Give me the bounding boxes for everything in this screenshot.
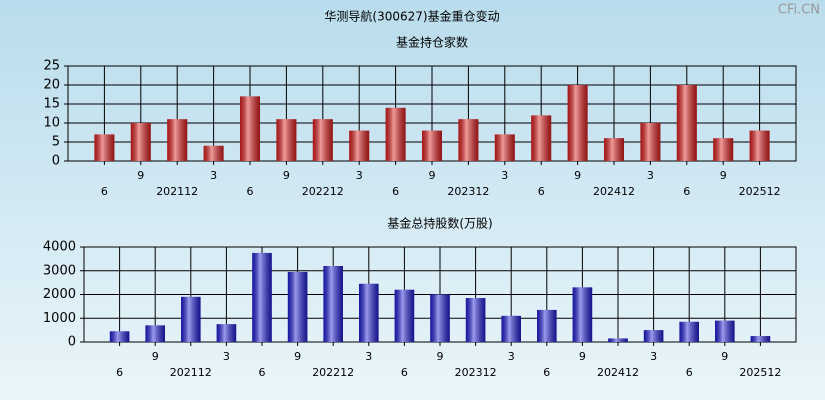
bar-shade (676, 85, 697, 161)
y-tick-label: 0 (52, 154, 60, 169)
bar-shade (203, 145, 224, 161)
x-tick-label: 9 (579, 350, 586, 363)
bar-shade (749, 130, 770, 161)
y-tick-label: 5 (52, 135, 60, 150)
bar-shade (465, 298, 486, 342)
bar-shade (501, 315, 521, 342)
x-tick-label: 9 (721, 350, 728, 363)
x-tick-label: 202512 (739, 366, 781, 379)
x-tick-label: 9 (720, 169, 727, 182)
bar-shade (359, 283, 379, 342)
bar-shade (567, 85, 588, 161)
y-tick-label: 20 (43, 78, 60, 93)
y-tick-label: 0 (68, 335, 76, 350)
x-tick-label: 202112 (156, 185, 198, 198)
bar-shade (276, 119, 297, 161)
bar-shade (130, 123, 151, 161)
x-tick-label: 6 (247, 185, 254, 198)
bar-shade (216, 324, 237, 342)
x-tick-label: 202412 (597, 366, 639, 379)
bar-shade (494, 134, 515, 161)
x-tick-label: 6 (101, 185, 108, 198)
x-tick-label: 202212 (302, 185, 344, 198)
bar-shade (167, 119, 188, 161)
bar-shade (531, 115, 552, 161)
bar-shade (239, 96, 261, 161)
x-tick-label: 6 (401, 366, 408, 379)
watermark: CFi.CN (778, 3, 820, 18)
bar-shade (537, 309, 557, 342)
bar-shade (608, 338, 628, 342)
bar-shade (430, 294, 450, 342)
y-tick-label: 4000 (43, 240, 76, 255)
x-tick-label: 9 (429, 169, 436, 182)
y-tick-label: 1000 (43, 311, 76, 326)
bar-shade (312, 119, 333, 161)
bar-shade (323, 266, 343, 342)
y-tick-label: 10 (43, 116, 60, 131)
x-tick-label: 6 (683, 185, 690, 198)
bar-shade (109, 331, 130, 342)
y-tick-label: 2000 (43, 287, 76, 302)
bar-shade (603, 138, 625, 161)
x-tick-label: 3 (365, 350, 372, 363)
x-tick-label: 9 (283, 169, 290, 182)
x-tick-label: 9 (294, 350, 301, 363)
chart-title: 基金总持股数(万股) (387, 216, 492, 231)
x-tick-label: 202112 (170, 366, 212, 379)
x-tick-label: 6 (543, 366, 550, 379)
bar-shade (349, 130, 370, 161)
x-tick-label: 6 (392, 185, 399, 198)
x-tick-label: 202412 (593, 185, 635, 198)
y-tick-label: 25 (43, 59, 60, 74)
x-tick-label: 3 (647, 169, 654, 182)
y-tick-label: 3000 (43, 263, 76, 278)
y-tick-label: 15 (43, 97, 60, 112)
bar-shade (394, 289, 415, 342)
bar-shade (640, 123, 661, 161)
bar-shade (252, 252, 272, 342)
x-tick-label: 202512 (739, 185, 781, 198)
bar-shade (287, 271, 308, 342)
bar-shade (421, 130, 443, 161)
x-tick-label: 202312 (447, 185, 489, 198)
bar-shade (643, 330, 664, 342)
x-tick-label: 202312 (455, 366, 497, 379)
bar-shade (94, 134, 115, 161)
x-tick-label: 3 (501, 169, 508, 182)
x-tick-label: 6 (686, 366, 693, 379)
x-tick-label: 3 (356, 169, 363, 182)
bar-shade (679, 321, 699, 342)
x-tick-label: 9 (437, 350, 444, 363)
bar-shade (572, 287, 593, 342)
x-tick-label: 9 (152, 350, 159, 363)
bar-shade (145, 325, 165, 342)
x-tick-label: 202212 (312, 366, 354, 379)
x-tick-label: 6 (538, 185, 545, 198)
x-tick-label: 3 (650, 350, 657, 363)
bar-shade (713, 138, 734, 161)
x-tick-label: 3 (508, 350, 515, 363)
bar-shade (385, 107, 406, 161)
page-title: 华测导航(300627)基金重仓变动 (324, 9, 499, 24)
x-tick-label: 3 (223, 350, 230, 363)
bar-shade (181, 296, 201, 342)
x-tick-label: 3 (210, 169, 217, 182)
bar-shade (715, 320, 735, 342)
x-tick-label: 6 (259, 366, 266, 379)
bar-shade (458, 119, 479, 161)
x-tick-label: 9 (137, 169, 144, 182)
bar-shade (750, 336, 771, 342)
chart-title: 基金持仓家数 (396, 35, 468, 50)
x-tick-label: 9 (574, 169, 581, 182)
x-tick-label: 6 (116, 366, 123, 379)
